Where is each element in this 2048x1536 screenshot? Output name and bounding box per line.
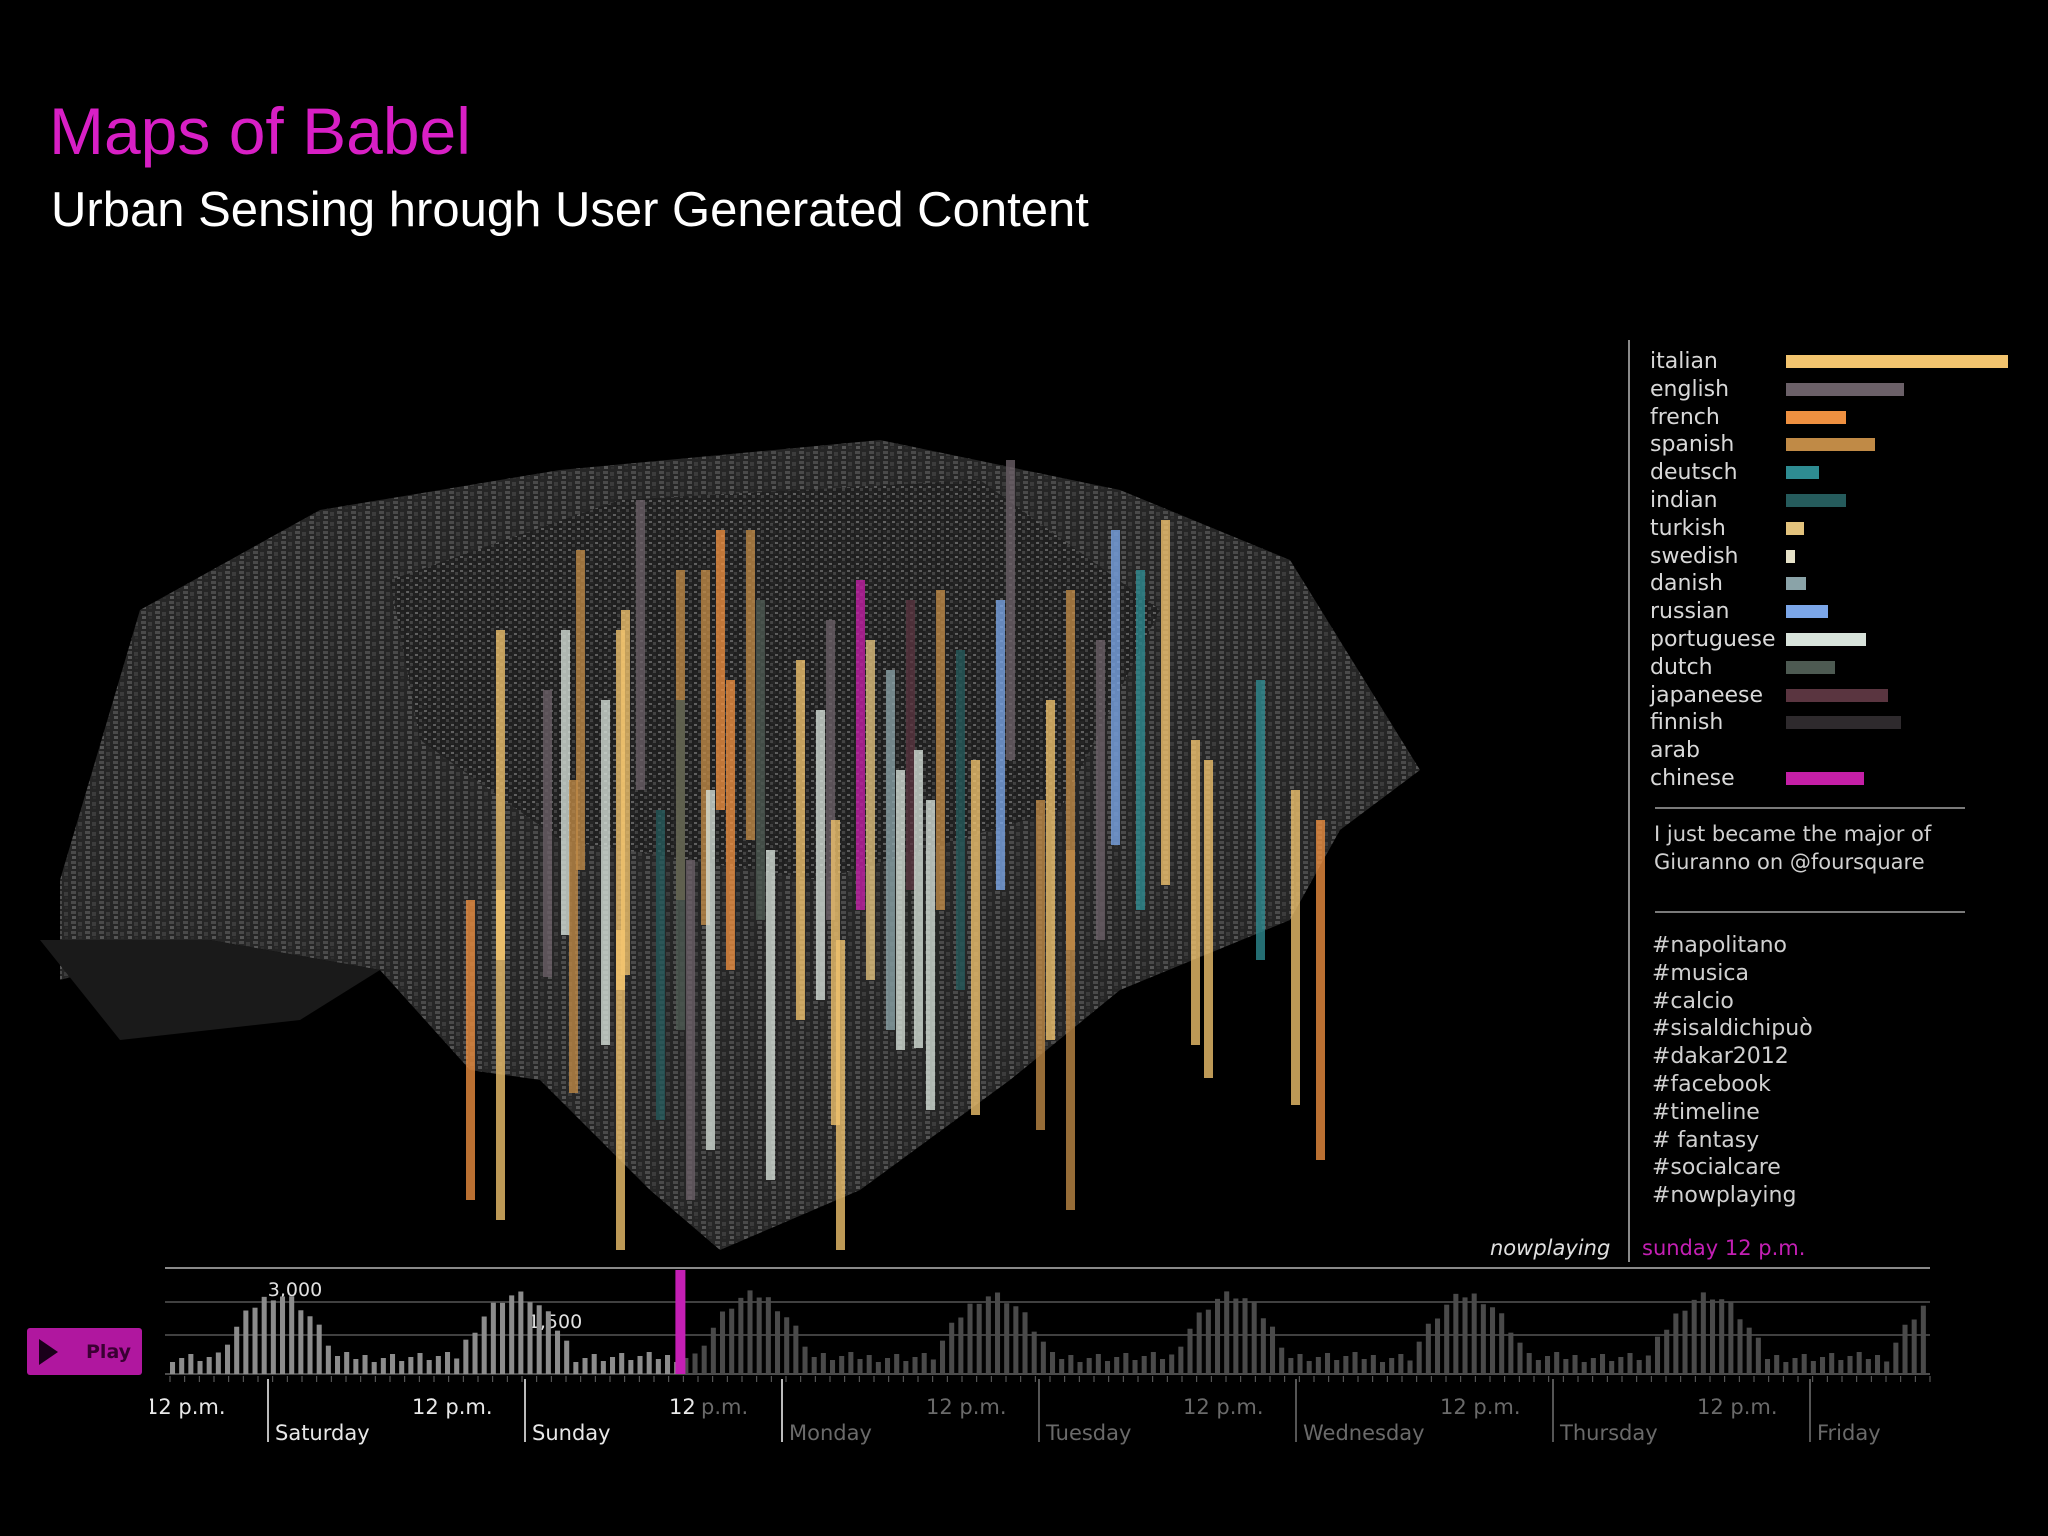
tick-label-noon: 12 p.m. bbox=[926, 1395, 1007, 1419]
legend-bar bbox=[1786, 688, 1889, 702]
hashtag-item[interactable]: #sisaldichipuò bbox=[1652, 1016, 1813, 1042]
status-separator bbox=[1628, 1232, 1630, 1262]
hashtag-item[interactable]: #dakar2012 bbox=[1652, 1044, 1789, 1070]
hashtag-item[interactable]: #nowplaying bbox=[1652, 1183, 1797, 1209]
hashtag-item[interactable]: #socialcare bbox=[1652, 1155, 1781, 1181]
play-label: Play bbox=[86, 1340, 132, 1363]
legend-label: indian bbox=[1650, 488, 1718, 513]
tick-label-noon: 12 p.m. bbox=[1440, 1395, 1521, 1419]
divider-top bbox=[1655, 807, 1965, 809]
hashtag-item[interactable]: #timeline bbox=[1652, 1099, 1760, 1125]
hashtag-item[interactable]: #facebook bbox=[1652, 1071, 1771, 1097]
tick-label-noon: 12 p.m. bbox=[1183, 1395, 1264, 1419]
play-button[interactable]: Play bbox=[27, 1328, 142, 1375]
hashtag-list: #napolitano #musica #calcio #sisaldichipuò #… bbox=[1652, 932, 1813, 1210]
legend-bar bbox=[1786, 521, 1804, 535]
legend-label: italian bbox=[1650, 349, 1718, 374]
legend-label: portuguese bbox=[1650, 627, 1776, 652]
legend-label: finnish bbox=[1650, 710, 1724, 736]
current-time: sunday 12 p.m. bbox=[1642, 1236, 1806, 1260]
legend-bar bbox=[1786, 605, 1829, 619]
tick-label-noon: 12 p.m. bbox=[412, 1395, 493, 1419]
timeline-chart[interactable]: 3,000 1,500 12 p.m. Saturday 12 p.m. Sunday 12… bbox=[150, 1262, 1940, 1452]
tick-label-noon: 12 p.m. bbox=[1697, 1395, 1778, 1419]
legend-label: chinese bbox=[1650, 766, 1735, 791]
day-label: Sunday bbox=[532, 1421, 611, 1445]
day-label: Tuesday bbox=[1045, 1421, 1131, 1445]
current-time-marker[interactable] bbox=[675, 1270, 686, 1374]
day-label: Wednesday bbox=[1303, 1421, 1425, 1445]
hashtag-item[interactable]: # fantasy bbox=[1652, 1127, 1760, 1153]
legend-bar bbox=[1786, 660, 1835, 674]
page-subtitle: Urban Sensing hrough User Generated Cont… bbox=[51, 183, 1089, 237]
ref-label: 3,000 bbox=[268, 1279, 322, 1301]
ref-label: 1,500 bbox=[528, 1311, 582, 1333]
tick-label-noon: p.m. bbox=[701, 1395, 748, 1419]
legend-bar bbox=[1786, 716, 1902, 730]
hashtag-item[interactable]: #calcio bbox=[1652, 988, 1734, 1014]
legend-bar bbox=[1786, 410, 1846, 424]
nowplaying-label: nowplaying bbox=[1490, 1236, 1611, 1260]
legend-bar bbox=[1786, 549, 1795, 563]
tick-label-noon: 12 p.m. bbox=[150, 1395, 226, 1419]
legend-bar bbox=[1786, 382, 1904, 396]
legend-panel: italian english french spanish deutsch indian… bbox=[1628, 340, 2030, 1262]
hashtag-item[interactable]: #napolitano bbox=[1652, 933, 1788, 958]
legend-label: danish bbox=[1650, 571, 1723, 597]
legend-bar bbox=[1786, 438, 1875, 452]
city-outskirts bbox=[40, 940, 380, 1040]
legend-label: swedish bbox=[1650, 543, 1739, 569]
day-label: Thursday bbox=[1559, 1421, 1658, 1445]
day-label: Saturday bbox=[275, 1421, 370, 1445]
legend-bar bbox=[1786, 633, 1866, 646]
legend-label: turkish bbox=[1650, 515, 1726, 541]
legend-bar bbox=[1786, 355, 2008, 368]
legend-label: japaneese bbox=[1650, 682, 1764, 708]
hashtag-item[interactable]: #musica bbox=[1652, 960, 1749, 986]
legend-label: dutch bbox=[1650, 654, 1713, 680]
legend-bar bbox=[1786, 494, 1846, 507]
day-label: Monday bbox=[789, 1421, 872, 1445]
tweet-text: I just became the major of Giuranno on @… bbox=[1654, 822, 1932, 874]
legend-bar bbox=[1786, 772, 1864, 785]
divider-bottom bbox=[1655, 911, 1965, 913]
legend-label: french bbox=[1650, 404, 1720, 430]
legend-label: english bbox=[1650, 376, 1730, 402]
legend-bar bbox=[1786, 466, 1820, 480]
legend-label: deutsch bbox=[1650, 460, 1738, 486]
legend-label: russian bbox=[1650, 599, 1730, 625]
legend-bar bbox=[1786, 577, 1806, 591]
city-map-3d bbox=[40, 440, 1420, 1250]
play-icon bbox=[39, 1338, 58, 1365]
page-title: Maps of Babel bbox=[49, 94, 471, 168]
legend-label: spanish bbox=[1650, 432, 1735, 458]
day-label: Friday bbox=[1817, 1421, 1881, 1445]
tick-label-noon: 12 bbox=[669, 1395, 696, 1419]
legend-label: arab bbox=[1650, 738, 1700, 764]
